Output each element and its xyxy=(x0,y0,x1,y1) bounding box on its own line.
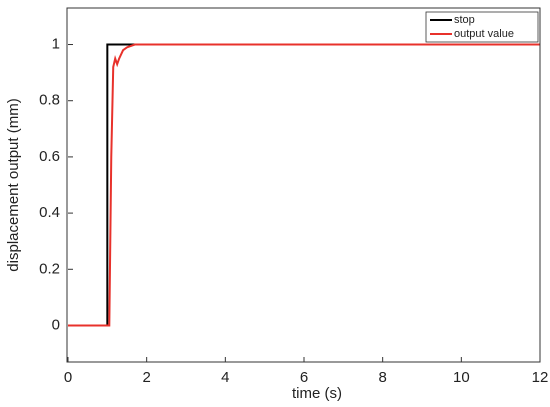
x-tick-label: 8 xyxy=(378,369,386,386)
series-line xyxy=(68,43,540,327)
y-tick-label: 0.2 xyxy=(39,260,60,277)
legend-label: stop xyxy=(454,14,475,26)
y-tick-label: 1 xyxy=(52,35,60,52)
x-tick-label: 6 xyxy=(300,369,308,386)
x-tick-label: 4 xyxy=(221,369,229,386)
y-tick-label: 0.4 xyxy=(39,204,60,221)
x-tick-label: 12 xyxy=(532,369,549,386)
y-tick-label: 0.6 xyxy=(39,148,60,165)
plot-frame xyxy=(66,7,541,363)
x-tick-label: 2 xyxy=(142,369,150,386)
x-tick-label: 10 xyxy=(453,369,470,386)
legend-label: output value xyxy=(454,28,514,40)
x-axis-label: time (s) xyxy=(292,385,342,402)
y-axis-label: displacement output (mm) xyxy=(5,98,22,271)
legend-box xyxy=(425,11,539,43)
series-line xyxy=(68,43,540,327)
x-tick-label: 0 xyxy=(64,369,72,386)
y-tick-label: 0 xyxy=(52,316,60,333)
y-tick-label: 0.8 xyxy=(39,92,60,109)
